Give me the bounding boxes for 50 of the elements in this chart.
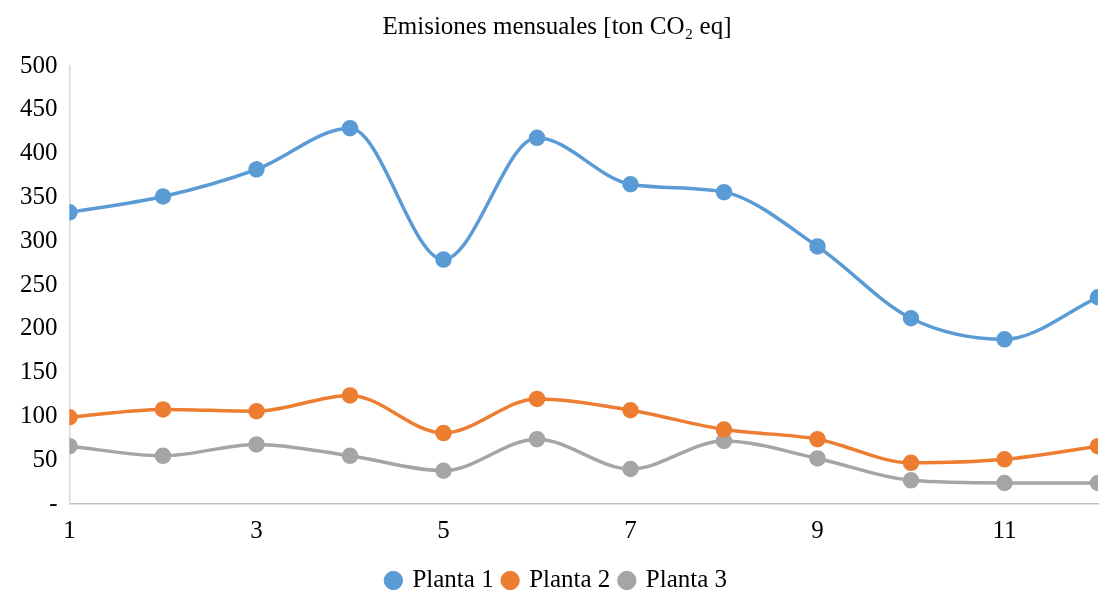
point [809,238,826,255]
y-tick-label: 400 [20,138,58,166]
point [622,176,639,193]
y-tick-label: 200 [20,313,58,341]
y-tick-label: 350 [20,181,58,209]
point [154,401,172,418]
y-tick-label: 150 [20,357,58,385]
y-tick-label: - [49,488,58,516]
point [435,462,452,479]
x-tick-label: 7 [624,515,637,543]
point [435,424,452,442]
point [902,310,920,327]
point [996,451,1013,468]
x-tick-label: 5 [437,515,450,543]
y-tick-label: 300 [20,225,58,253]
x-tick-label: 11 [992,515,1017,543]
y-tick-label: 50 [32,444,58,472]
point [341,447,359,465]
point [248,161,265,178]
x-tick-label: 1 [63,515,76,543]
y-tick-label: 100 [20,400,58,428]
legend-label: Planta 1 [412,565,494,593]
point [435,251,452,268]
legend-label: Planta 3 [645,565,728,593]
point [528,129,546,147]
point [341,119,359,137]
point [341,387,359,404]
x-tick-label: 3 [250,515,263,543]
point [902,454,920,472]
point [809,430,826,448]
point [902,472,920,489]
point [154,447,172,465]
x-tick-label: 9 [811,515,824,543]
point [996,331,1013,348]
y-tick-label: 250 [20,269,58,297]
y-tick-label: 500 [20,50,58,78]
chart-title: Emisiones mensuales [ton CO₂ eq] [382,11,732,39]
legend-label: Planta 2 [529,565,611,593]
point [996,474,1013,492]
point [715,183,733,201]
point [248,402,265,420]
point [528,390,546,408]
point [622,460,639,478]
point [154,188,172,205]
point [809,450,826,467]
point [715,421,733,438]
point [622,402,639,419]
point [248,436,265,453]
point [528,430,546,448]
y-tick-label: 450 [20,94,58,122]
